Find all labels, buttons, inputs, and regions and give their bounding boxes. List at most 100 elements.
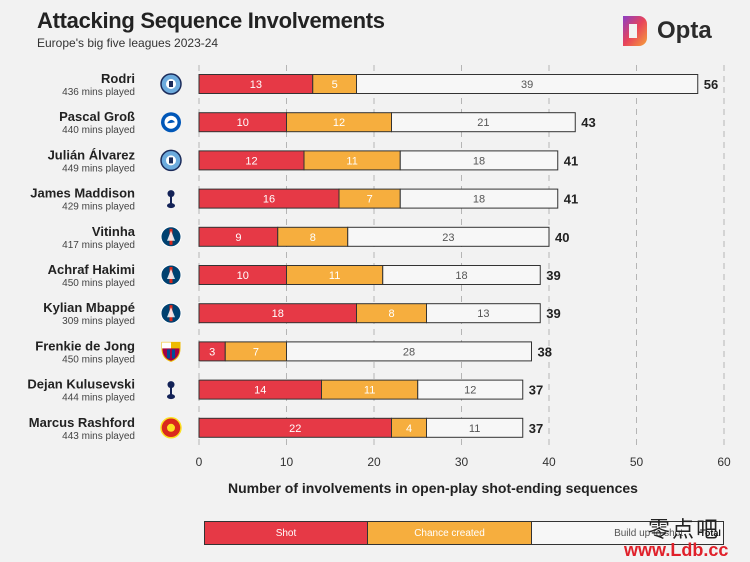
bar-value-label: 16 bbox=[263, 194, 275, 206]
man-united-badge-icon bbox=[160, 417, 182, 439]
bar-build-up bbox=[399, 188, 559, 209]
bar-value-label: 8 bbox=[310, 232, 316, 244]
badge-shape bbox=[169, 81, 173, 87]
bar-value-label: 4 bbox=[406, 423, 412, 435]
bar-value-label: 10 bbox=[237, 117, 249, 129]
player-name: Marcus Rashford bbox=[29, 415, 135, 430]
bar-value-label: 28 bbox=[403, 346, 415, 358]
psg-badge-icon bbox=[160, 264, 182, 286]
legend-shot: Shot bbox=[205, 522, 368, 544]
bar-value-label: 11 bbox=[364, 385, 375, 397]
badge-shape bbox=[167, 307, 175, 318]
bar-build-up bbox=[356, 74, 699, 94]
bar-build-up bbox=[286, 341, 532, 362]
badge-shape bbox=[167, 349, 170, 359]
bar-value-label: 11 bbox=[346, 155, 357, 167]
legend-chance-created: Chance created bbox=[368, 522, 532, 544]
legend-total: Total bbox=[700, 528, 721, 538]
opta-logo-icon bbox=[623, 16, 647, 46]
bar-value-label: 13 bbox=[250, 79, 262, 91]
bar-value-label: 10 bbox=[237, 270, 249, 282]
x-tick-label: 40 bbox=[542, 455, 556, 469]
bar-build-up bbox=[426, 303, 541, 324]
bar-value-label: 11 bbox=[469, 423, 480, 435]
chart-subtitle: Europe's big five leagues 2023-24 bbox=[37, 36, 219, 50]
legend-build-up: Build up to shot bbox=[532, 522, 723, 544]
badge-shape bbox=[167, 381, 175, 389]
bar-build-up bbox=[426, 417, 524, 438]
total-label: 39 bbox=[546, 268, 560, 283]
bar-build-up bbox=[417, 379, 524, 400]
minutes-played: 450 mins played bbox=[62, 354, 135, 365]
bar-build-up bbox=[347, 226, 550, 247]
bar-value-label: 7 bbox=[253, 346, 259, 358]
badge-shape bbox=[171, 342, 180, 349]
x-tick-label: 60 bbox=[717, 455, 731, 469]
man-city-badge-icon bbox=[160, 149, 182, 172]
bar-value-label: 18 bbox=[473, 194, 485, 206]
bar-value-label: 13 bbox=[477, 308, 489, 320]
badge-shape bbox=[172, 349, 175, 359]
bar-value-label: 18 bbox=[272, 308, 284, 320]
badge-shape bbox=[167, 269, 175, 279]
bar-value-label: 22 bbox=[289, 423, 301, 435]
badge-shape bbox=[167, 190, 175, 198]
minutes-played: 450 mins played bbox=[62, 278, 135, 289]
badge-shape bbox=[167, 203, 175, 209]
bar-value-label: 18 bbox=[455, 270, 467, 282]
bar-value-label: 39 bbox=[521, 79, 533, 91]
badge-shape bbox=[170, 196, 172, 205]
bar-value-label: 8 bbox=[388, 308, 394, 320]
bar-value-label: 9 bbox=[235, 232, 241, 244]
player-name: Achraf Hakimi bbox=[48, 262, 135, 277]
minutes-played: 443 mins played bbox=[62, 431, 135, 442]
opta-logo: Opta bbox=[617, 12, 727, 50]
tottenham-badge-icon bbox=[167, 381, 175, 400]
opta-brand-text: Opta bbox=[657, 17, 712, 44]
x-tick-label: 20 bbox=[367, 455, 381, 469]
minutes-played: 417 mins played bbox=[62, 240, 135, 251]
player-name: Dejan Kulusevski bbox=[27, 377, 135, 392]
badge-shape bbox=[167, 119, 175, 124]
bar-build-up bbox=[382, 265, 541, 285]
bar-value-label: 7 bbox=[367, 194, 373, 206]
total-label: 41 bbox=[564, 153, 578, 168]
man-city-badge-icon bbox=[160, 73, 182, 95]
bar-value-label: 18 bbox=[473, 155, 485, 167]
minutes-played: 309 mins played bbox=[62, 316, 135, 327]
player-name: Julián Álvarez bbox=[48, 147, 136, 162]
x-tick-label: 30 bbox=[455, 455, 469, 469]
total-label: 37 bbox=[529, 383, 543, 398]
total-label: 37 bbox=[529, 421, 543, 436]
badge-shape bbox=[167, 394, 175, 400]
x-axis-title: Number of involvements in open-play shot… bbox=[228, 480, 638, 496]
minutes-played: 444 mins played bbox=[62, 393, 135, 404]
watermark-url: www.Ldb.cc bbox=[624, 540, 729, 560]
total-label: 43 bbox=[581, 115, 595, 130]
player-name: Pascal Groß bbox=[59, 109, 135, 124]
badge-shape bbox=[162, 342, 171, 349]
x-tick-label: 10 bbox=[280, 455, 294, 469]
total-label: 38 bbox=[538, 344, 552, 359]
x-tick-label: 50 bbox=[630, 455, 644, 469]
psg-badge-icon bbox=[160, 302, 182, 324]
bar-value-label: 12 bbox=[464, 385, 476, 397]
bar-value-label: 14 bbox=[254, 385, 266, 397]
badge-shape bbox=[167, 423, 175, 432]
minutes-played: 449 mins played bbox=[62, 163, 135, 174]
bar-value-label: 3 bbox=[209, 346, 215, 358]
badge-shape bbox=[169, 157, 173, 164]
player-name: Vitinha bbox=[92, 224, 136, 239]
x-tick-label: 0 bbox=[196, 455, 203, 469]
player-name: Rodri bbox=[101, 71, 135, 86]
bar-value-label: 23 bbox=[442, 232, 454, 244]
total-label: 39 bbox=[546, 306, 560, 321]
bar-value-label: 12 bbox=[333, 117, 345, 129]
total-label: 56 bbox=[704, 77, 718, 92]
watermark-chinese: 零点吧 bbox=[648, 518, 721, 543]
bar-value-label: 21 bbox=[477, 117, 489, 129]
bar-build-up bbox=[399, 150, 559, 171]
barcelona-badge-icon bbox=[161, 341, 181, 362]
bar-value-label: 11 bbox=[329, 270, 340, 282]
